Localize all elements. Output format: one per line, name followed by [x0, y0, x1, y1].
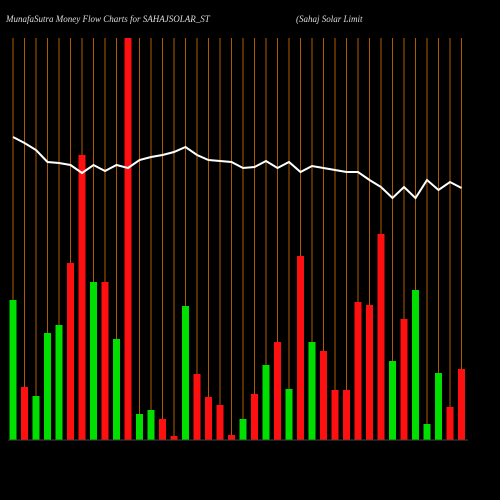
bar: [239, 419, 247, 440]
bar: [193, 374, 201, 440]
bar: [435, 373, 442, 440]
bar: [113, 339, 120, 440]
bar: [412, 290, 419, 440]
bar: [228, 435, 235, 440]
bar: [147, 410, 155, 440]
bar: [446, 407, 454, 440]
bar: [331, 390, 339, 440]
bar: [343, 390, 350, 440]
bar: [285, 389, 293, 440]
bar: [366, 305, 373, 440]
bar: [55, 325, 63, 440]
bar: [216, 405, 224, 440]
money-flow-line: [12, 136, 462, 200]
bar: [67, 263, 74, 440]
bar: [21, 387, 28, 440]
bar: [205, 397, 212, 440]
bar: [124, 38, 132, 440]
bar: [458, 369, 465, 440]
bar: [101, 282, 109, 440]
bar: [377, 234, 385, 440]
chart-title: MunafaSutra Money Flow Charts for SAHAJS…: [5, 14, 211, 24]
bar: [389, 361, 396, 440]
bar: [90, 282, 97, 440]
bar: [297, 256, 304, 440]
bar: [354, 302, 362, 440]
bar: [44, 333, 51, 440]
bar: [9, 300, 17, 440]
bar: [170, 436, 178, 440]
bar: [400, 319, 408, 440]
bar: [320, 351, 327, 440]
bar: [308, 342, 316, 440]
bar: [423, 424, 431, 440]
bar: [262, 365, 270, 440]
chart-subtitle: (Sahaj Solar Limit: [296, 14, 363, 24]
bar: [159, 419, 166, 440]
bar: [78, 155, 86, 440]
bar: [182, 306, 189, 440]
bar: [251, 394, 258, 440]
bar: [32, 396, 40, 440]
bar: [136, 414, 143, 440]
bar: [274, 342, 281, 440]
